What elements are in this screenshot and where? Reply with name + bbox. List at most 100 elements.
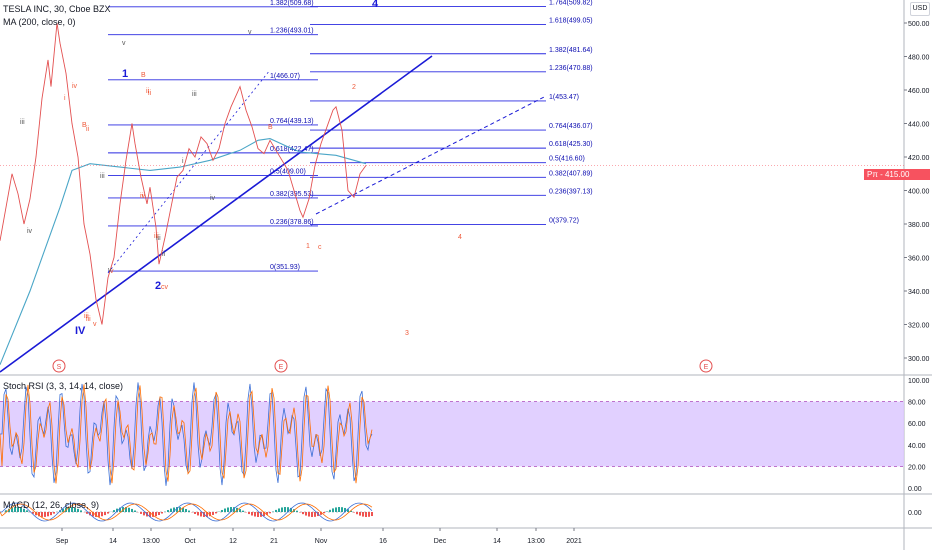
currency-button[interactable]: USD (910, 2, 930, 16)
x-tick-label: Nov (315, 538, 328, 545)
macd-histogram-bar (152, 512, 154, 517)
macd-pane: 0.00 (0, 502, 922, 522)
macd-histogram-bar (170, 508, 172, 512)
wave-label: ii (146, 88, 150, 95)
stoch-y-tick: 20.00 (908, 464, 926, 471)
wave-label: c (318, 244, 322, 251)
macd-histogram-bar (35, 512, 37, 516)
y-tick-label: 380.00 (908, 222, 930, 229)
macd-histogram-bar (290, 507, 292, 512)
wave-label: iii (86, 316, 91, 323)
y-tick-label: 400.00 (908, 189, 930, 196)
macd-histogram-bar (233, 507, 235, 512)
macd-histogram-bar (206, 512, 208, 517)
macd-histogram-bar (62, 508, 64, 512)
x-tick-label: Dec (434, 538, 447, 545)
wave-label: cv (161, 284, 169, 291)
macd-histogram-bar (185, 509, 187, 512)
x-tick-label: 12 (229, 538, 237, 545)
wave-label: iv (27, 228, 33, 235)
macd-legend: MACD (12, 26, close, 9) (3, 500, 100, 510)
macd-histogram-bar (275, 509, 277, 512)
macd-histogram-bar (194, 512, 196, 514)
stoch-y-tick: 0.00 (908, 486, 922, 493)
macd-histogram-bar (20, 507, 22, 512)
macd-histogram-bar (98, 512, 100, 517)
fib-level-set2-label: 1(453.47) (549, 94, 579, 101)
stoch-y-tick: 80.00 (908, 400, 926, 407)
fib-level-set2-label: 1.618(499.05) (549, 18, 593, 25)
fib-level-set2-label: 0(379.72) (549, 217, 579, 224)
macd-histogram-bar (344, 507, 346, 512)
main-pane-bg (0, 0, 904, 375)
macd-histogram-bar (134, 510, 136, 512)
macd-histogram-bar (257, 512, 259, 517)
macd-histogram-bar (14, 507, 16, 512)
fib-level-set2-label: 0.382(407.89) (549, 170, 593, 177)
macd-histogram-bar (335, 507, 337, 512)
last-price-tag: Pπ - 415.00 (864, 169, 930, 180)
macd-histogram-bar (104, 512, 106, 516)
macd-histogram-bar (365, 512, 367, 517)
macd-signal-line (0, 503, 373, 521)
macd-histogram-bar (371, 512, 373, 517)
wave-label: i (142, 193, 144, 200)
fib-level-set1-label: 1.236(493.01) (270, 28, 314, 35)
x-tick-label: Oct (185, 538, 196, 545)
macd-histogram-bar (362, 512, 364, 517)
fib-level-set2-label: 0.5(416.60) (549, 156, 585, 163)
macd-histogram-bar (86, 512, 88, 514)
wave-label: iii (84, 313, 89, 320)
fib-level-set1-label: 1.382(509.68) (270, 0, 314, 7)
y-tick-label: 340.00 (908, 289, 930, 296)
wave-label: v (110, 268, 114, 275)
wave-label: v (248, 29, 252, 36)
fib-level-set1-label: 1(466.07) (270, 73, 300, 80)
wave-label: iv (72, 83, 78, 90)
macd-histogram-bar (26, 510, 28, 512)
price-line (0, 22, 367, 325)
stoch-d-line (0, 384, 373, 484)
event-marker (274, 359, 288, 373)
macd-histogram-bar (284, 507, 286, 512)
macd-histogram-bar (296, 510, 298, 512)
x-tick-label: 14 (493, 538, 501, 545)
macd-histogram-bar (188, 510, 190, 512)
stoch-legend: Stoch RSI (3, 3, 14, 14, close) (3, 381, 124, 391)
macd-histogram-bar (47, 512, 49, 517)
fib-level-set2-label: 1.382(481.64) (549, 47, 593, 54)
macd-histogram-bar (113, 510, 115, 512)
macd-histogram-bar (8, 508, 10, 512)
macd-histogram-bar (176, 507, 178, 512)
fib-level-set2-label: 0.764(436.07) (549, 123, 593, 130)
fib-level-set2-label: 0.618(425.30) (549, 141, 593, 148)
macd-histogram-bar (38, 512, 40, 517)
wave-label: i (182, 158, 184, 165)
macd-histogram-bar (332, 508, 334, 512)
macd-line (0, 502, 373, 522)
macd-histogram-bar (167, 510, 169, 512)
macd-histogram-bar (143, 512, 145, 516)
wave-label: iv (210, 195, 216, 202)
macd-histogram-bar (263, 512, 265, 517)
fib-retracements: 1.382(509.68) 1.236(493.01) 1(466.07) 0.764… (108, 0, 593, 272)
wave-label: iii (100, 173, 105, 180)
stoch-y-tick: 100.00 (908, 378, 930, 385)
wave-label: 2 (352, 84, 356, 91)
macd-histogram-bar (161, 512, 163, 514)
event-marker (52, 359, 66, 373)
macd-histogram-bar (107, 512, 109, 514)
fib-level-set2-label: 0.236(397.13) (549, 188, 593, 195)
wave-label: IV (75, 325, 86, 337)
y-tick-label: 320.00 (908, 323, 930, 330)
macd-histogram-bar (179, 507, 181, 512)
x-tick-label: 16 (379, 538, 387, 545)
macd-histogram-bar (338, 507, 340, 512)
macd-histogram-bar (269, 512, 271, 514)
wave-label: iv (140, 193, 146, 200)
fib-level-set2-label: 1.236(470.88) (549, 65, 593, 72)
wave-label: iii (156, 235, 161, 242)
x-tick-label: 21 (270, 538, 278, 545)
